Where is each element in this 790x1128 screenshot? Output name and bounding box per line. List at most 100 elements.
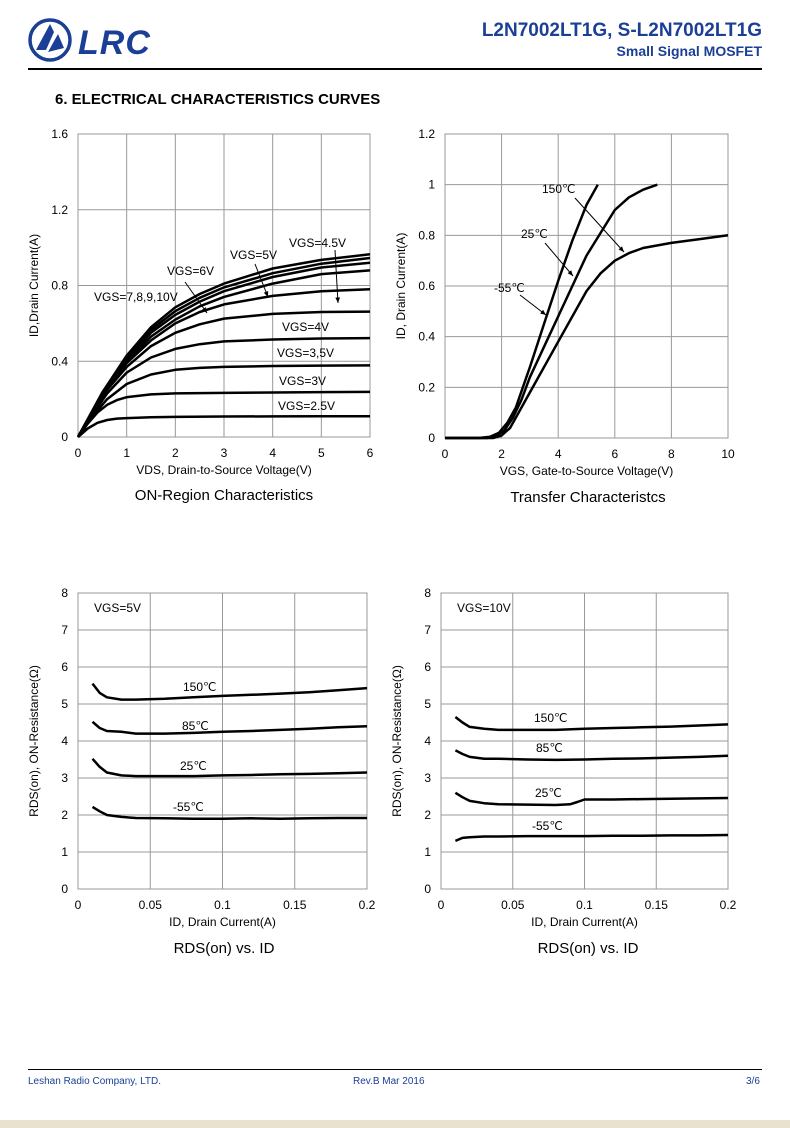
y-tick-label: 0.8 [51, 279, 68, 293]
y-tick-label: 1 [424, 845, 431, 859]
chart-note: VGS=5V [94, 601, 141, 615]
x-tick-label: 1 [123, 446, 130, 460]
page-header: LRC L2N7002LT1G, S-L2N7002LT1G Small Sig… [0, 0, 790, 72]
series-annotation: VGS=3,5V [277, 346, 334, 360]
y-tick-label: 0.6 [418, 279, 435, 293]
y-tick-label: 1.2 [418, 127, 435, 141]
header-divider [28, 68, 762, 70]
y-tick-label: 0.4 [51, 354, 68, 368]
annotation-arrowhead [263, 291, 269, 297]
y-axis-label: RDS(on), ON-Resistance(Ω) [27, 665, 41, 817]
series-annotation: VGS=7,8,9,10V [94, 290, 178, 304]
y-tick-label: 4 [424, 734, 431, 748]
lrc-logo-icon [28, 18, 72, 62]
series-line [454, 833, 729, 843]
x-tick-label: 0 [75, 446, 82, 460]
series-line [91, 720, 368, 735]
series-line [445, 183, 658, 440]
y-tick-label: 0.4 [418, 330, 435, 344]
bottom-band [0, 1120, 790, 1128]
annotation-arrowhead [335, 297, 341, 303]
series-annotation: 85℃ [182, 719, 209, 733]
x-tick-label: 3 [221, 446, 228, 460]
series-line [91, 757, 368, 778]
y-tick-label: 0 [61, 882, 68, 896]
y-tick-label: 8 [61, 586, 68, 600]
series-line [454, 791, 729, 807]
y-tick-label: 0 [424, 882, 431, 896]
x-tick-label: 0.15 [645, 898, 669, 912]
y-tick-label: 0 [61, 430, 68, 444]
chart-caption-rds-vgs10: RDS(on) vs. ID [537, 940, 639, 957]
annotation-arrowhead [540, 309, 546, 315]
x-axis-label: ID, Drain Current(A) [169, 915, 276, 929]
x-tick-label: 4 [555, 447, 562, 461]
y-tick-label: 5 [424, 697, 431, 711]
lrc-logo: LRC [28, 16, 158, 64]
series-annotation: 150℃ [542, 182, 576, 196]
x-tick-label: 0.1 [214, 898, 231, 912]
annotation-arrowhead [201, 307, 207, 313]
annotation-arrow [574, 197, 625, 253]
x-tick-label: 5 [318, 446, 325, 460]
series-line [91, 805, 367, 820]
series-annotation: 25℃ [521, 227, 548, 241]
x-tick-label: 4 [269, 446, 276, 460]
y-tick-label: 0 [428, 431, 435, 445]
x-tick-label: 2 [498, 447, 505, 461]
x-axis-label: VDS, Drain-to-Source Voltage(V) [136, 463, 311, 477]
chart-caption-on-region: ON-Region Characteristics [134, 487, 314, 504]
y-tick-label: 2 [424, 808, 431, 822]
y-tick-label: 3 [61, 771, 68, 785]
y-tick-label: 4 [61, 734, 68, 748]
x-axis-label: ID, Drain Current(A) [531, 915, 638, 929]
series-annotation: 150℃ [183, 680, 217, 694]
series-line [77, 414, 370, 438]
series-annotation: 25℃ [180, 759, 207, 773]
footer-revision: Rev.B Mar 2016 [353, 1076, 425, 1087]
series-annotation: VGS=6V [167, 264, 214, 278]
y-tick-label: 1.6 [51, 127, 68, 141]
y-tick-label: 3 [424, 771, 431, 785]
annotation-arrow [184, 281, 208, 314]
annotation-arrowhead [618, 246, 624, 252]
y-tick-label: 1.2 [51, 203, 68, 217]
y-tick-label: 6 [61, 660, 68, 674]
x-tick-label: 0.2 [720, 898, 737, 912]
y-tick-label: 1 [61, 845, 68, 859]
x-tick-label: 0 [75, 898, 82, 912]
series-line [91, 682, 368, 701]
series-annotation: 150℃ [534, 711, 568, 725]
x-tick-label: 0.05 [139, 898, 163, 912]
y-tick-label: 0.2 [418, 380, 435, 394]
x-tick-label: 10 [721, 447, 735, 461]
y-tick-label: 1 [428, 178, 435, 192]
series-annotation: VGS=5V [230, 248, 277, 262]
series-annotation: 25℃ [535, 786, 562, 800]
y-tick-label: 7 [424, 623, 431, 637]
charts-canvas: 0 1 2 3 4 5 6 0 0.4 0.8 1.2 1.6 VDS, Drain-to-Source… [27, 127, 737, 929]
footer-page: 3/6 [746, 1076, 760, 1087]
series-annotation: -55℃ [173, 800, 204, 814]
y-axis-label: RDS(on), ON-Resistance(Ω) [390, 665, 404, 817]
series-annotation: VGS=3V [279, 374, 326, 388]
series-annotation: -55℃ [494, 281, 525, 295]
series-annotation: VGS=2.5V [278, 399, 335, 413]
annotation-arrow [254, 263, 269, 298]
series-line [76, 364, 371, 438]
y-tick-label: 5 [61, 697, 68, 711]
x-tick-label: 0 [438, 898, 445, 912]
section-title: 6. ELECTRICAL CHARACTERISTICS CURVES [55, 91, 381, 108]
y-tick-label: 0.8 [418, 228, 435, 242]
x-tick-label: 0.05 [501, 898, 525, 912]
series-line [454, 716, 729, 732]
series-annotation: 85℃ [536, 741, 563, 755]
x-tick-label: 8 [668, 447, 675, 461]
x-tick-label: 0.15 [283, 898, 307, 912]
annotation-arrow [544, 242, 574, 277]
part-number: L2N7002LT1G, S-L2N7002LT1G [481, 20, 762, 41]
series-line [76, 336, 371, 438]
x-tick-label: 0.1 [576, 898, 593, 912]
annotation-arrowhead [567, 270, 573, 276]
chart-caption-transfer: Transfer Characteristcs [510, 489, 666, 506]
